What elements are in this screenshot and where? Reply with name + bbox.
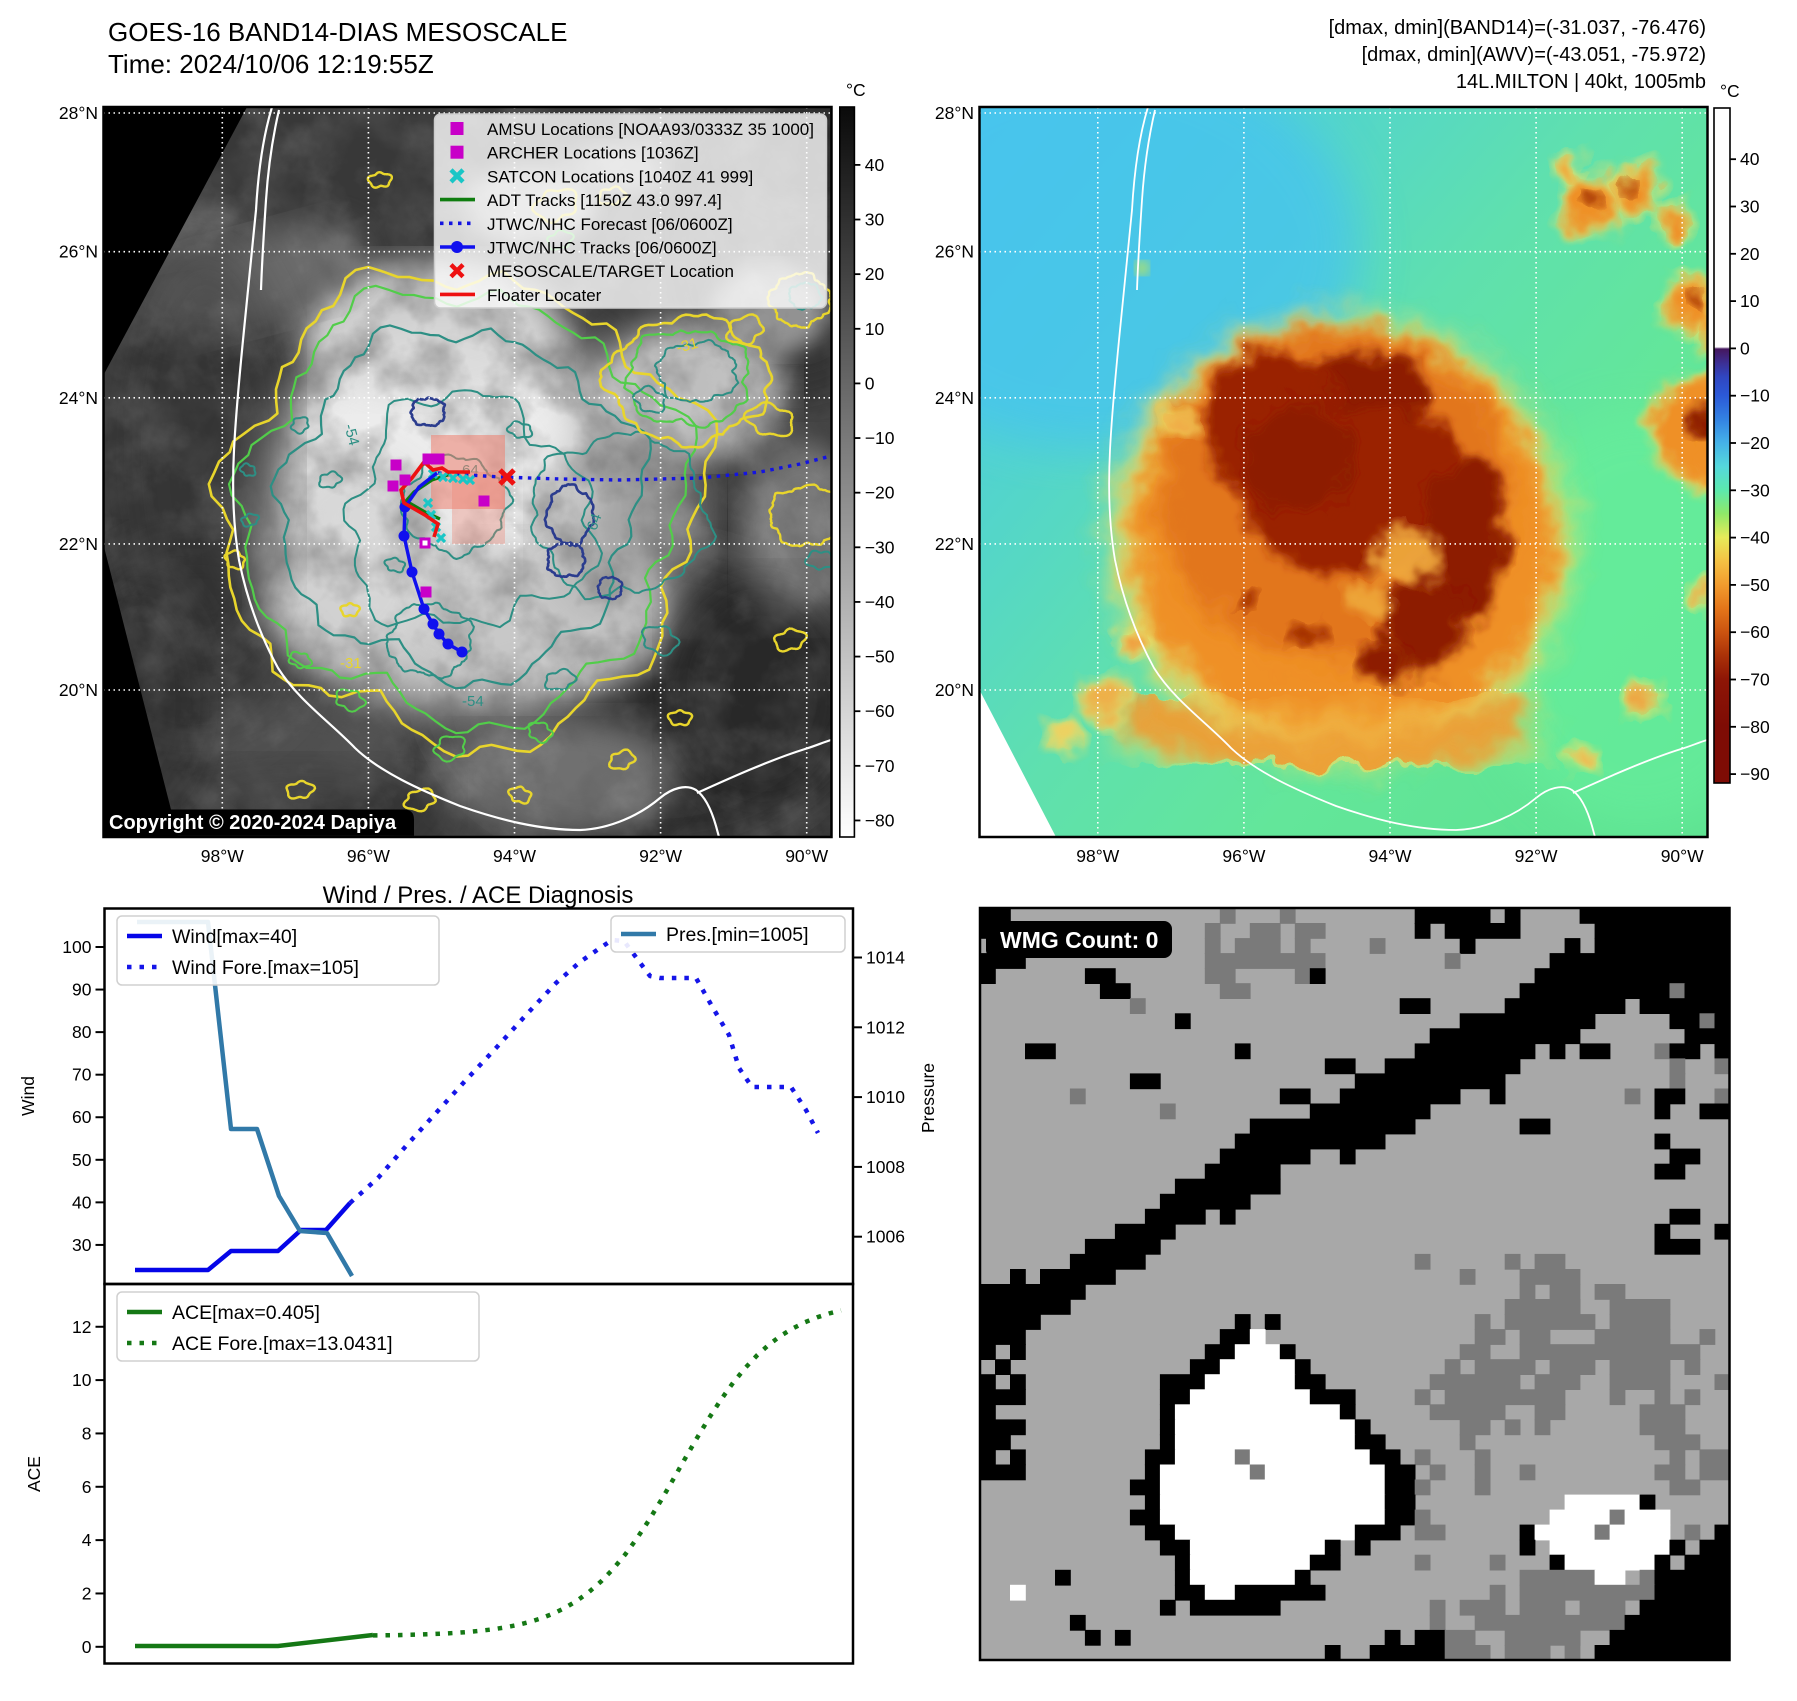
svg-text:Wind Fore.[max=105]: Wind Fore.[max=105] <box>172 957 359 979</box>
svg-text:92°W: 92°W <box>639 846 682 866</box>
svg-text:0: 0 <box>1740 338 1750 358</box>
svg-text:40: 40 <box>1740 149 1760 169</box>
svg-text:AMSU Locations [NOAA93/0333Z 3: AMSU Locations [NOAA93/0333Z 35 1000] <box>487 120 814 139</box>
svg-text:1010: 1010 <box>866 1087 905 1107</box>
svg-text:96°W: 96°W <box>1222 846 1265 866</box>
svg-text:26°N: 26°N <box>935 242 974 262</box>
svg-text:90°W: 90°W <box>785 846 828 866</box>
svg-text:°C: °C <box>846 80 866 100</box>
svg-text:Copyright © 2020-2024 Dapiya: Copyright © 2020-2024 Dapiya <box>109 812 397 834</box>
svg-text:24°N: 24°N <box>59 388 98 408</box>
svg-text:40: 40 <box>865 155 885 175</box>
svg-text:2: 2 <box>82 1583 92 1603</box>
svg-text:ACE[max=0.405]: ACE[max=0.405] <box>172 1302 320 1324</box>
svg-text:−50: −50 <box>1740 575 1770 595</box>
svg-text:°C: °C <box>1720 81 1740 101</box>
svg-text:Floater Locater: Floater Locater <box>487 286 602 305</box>
svg-text:4: 4 <box>82 1530 92 1550</box>
svg-text:Wind / Pres. / ACE Diagnosis: Wind / Pres. / ACE Diagnosis <box>323 882 634 909</box>
svg-text:80: 80 <box>72 1022 92 1042</box>
svg-text:−30: −30 <box>865 537 895 557</box>
svg-text:64: 64 <box>584 511 606 532</box>
svg-text:−90: −90 <box>1740 764 1770 784</box>
svg-text:Time: 2024/10/06 12:19:55Z: Time: 2024/10/06 12:19:55Z <box>108 49 434 79</box>
svg-text:10: 10 <box>72 1370 92 1390</box>
svg-text:−30: −30 <box>1740 480 1770 500</box>
svg-text:0: 0 <box>865 373 875 393</box>
svg-text:WMG Count: 0: WMG Count: 0 <box>1000 927 1158 953</box>
svg-text:−80: −80 <box>1740 717 1770 737</box>
svg-text:30: 30 <box>1740 197 1760 217</box>
svg-text:92°W: 92°W <box>1515 846 1558 866</box>
svg-text:60: 60 <box>72 1107 92 1127</box>
svg-text:−70: −70 <box>1740 670 1770 690</box>
svg-text:40: 40 <box>72 1192 92 1212</box>
svg-text:0: 0 <box>82 1637 92 1657</box>
svg-text:−60: −60 <box>1740 622 1770 642</box>
svg-text:90°W: 90°W <box>1661 846 1704 866</box>
svg-text:6: 6 <box>82 1477 92 1497</box>
svg-text:1006: 1006 <box>866 1227 905 1247</box>
svg-text:70: 70 <box>72 1065 92 1085</box>
svg-text:98°W: 98°W <box>201 846 244 866</box>
svg-text:ACE: ACE <box>24 1456 44 1492</box>
svg-text:Wind: Wind <box>18 1076 38 1116</box>
svg-text:90: 90 <box>72 980 92 1000</box>
svg-text:−50: −50 <box>865 647 895 667</box>
svg-text:GOES-16 BAND14-DIAS MESOSCALE: GOES-16 BAND14-DIAS MESOSCALE <box>108 17 567 47</box>
svg-text:SATCON Locations [1040Z 41 999: SATCON Locations [1040Z 41 999] <box>487 167 753 186</box>
svg-text:28°N: 28°N <box>59 103 98 123</box>
svg-text:Pressure: Pressure <box>918 1063 938 1133</box>
svg-text:[dmax, dmin](AWV)=(-43.051, -7: [dmax, dmin](AWV)=(-43.051, -75.972) <box>1362 44 1706 66</box>
svg-text:22°N: 22°N <box>935 534 974 554</box>
svg-text:22°N: 22°N <box>59 534 98 554</box>
svg-text:10: 10 <box>865 319 885 339</box>
svg-text:−10: −10 <box>865 428 895 448</box>
svg-text:Wind[max=40]: Wind[max=40] <box>172 926 297 948</box>
svg-text:94°W: 94°W <box>493 846 536 866</box>
svg-text:14L.MILTON | 40kt, 1005mb: 14L.MILTON | 40kt, 1005mb <box>1456 71 1706 93</box>
svg-text:1012: 1012 <box>866 1017 905 1037</box>
svg-text:1008: 1008 <box>866 1157 905 1177</box>
svg-text:30: 30 <box>72 1235 92 1255</box>
svg-text:98°W: 98°W <box>1076 846 1119 866</box>
svg-text:20°N: 20°N <box>59 680 98 700</box>
svg-text:12: 12 <box>72 1317 91 1337</box>
svg-text:−80: −80 <box>865 810 895 830</box>
svg-text:-31: -31 <box>675 335 700 357</box>
svg-text:-54: -54 <box>462 693 484 710</box>
svg-text:−20: −20 <box>865 483 895 503</box>
svg-text:−20: −20 <box>1740 433 1770 453</box>
svg-text:MESOSCALE/TARGET Location: MESOSCALE/TARGET Location <box>487 262 734 281</box>
svg-text:1014: 1014 <box>866 948 905 968</box>
svg-text:[dmax, dmin](BAND14)=(-31.037,: [dmax, dmin](BAND14)=(-31.037, -76.476) <box>1329 17 1706 39</box>
svg-text:−70: −70 <box>865 756 895 776</box>
svg-text:−40: −40 <box>1740 528 1770 548</box>
svg-text:ACE Fore.[max=13.0431]: ACE Fore.[max=13.0431] <box>172 1333 393 1355</box>
svg-text:94°W: 94°W <box>1369 846 1412 866</box>
svg-text:Pres.[min=1005]: Pres.[min=1005] <box>666 924 809 946</box>
svg-text:24°N: 24°N <box>935 388 974 408</box>
svg-text:28°N: 28°N <box>935 103 974 123</box>
svg-text:8: 8 <box>82 1423 92 1443</box>
svg-text:JTWC/NHC Tracks [06/0600Z]: JTWC/NHC Tracks [06/0600Z] <box>487 239 717 258</box>
svg-text:30: 30 <box>865 210 885 230</box>
svg-text:−40: −40 <box>865 592 895 612</box>
svg-text:20: 20 <box>865 264 885 284</box>
svg-text:−60: −60 <box>865 701 895 721</box>
svg-text:10: 10 <box>1740 291 1760 311</box>
svg-text:−10: −10 <box>1740 386 1770 406</box>
svg-text:JTWC/NHC Forecast [06/0600Z]: JTWC/NHC Forecast [06/0600Z] <box>487 215 733 234</box>
svg-text:20: 20 <box>1740 244 1760 264</box>
svg-text:-54: -54 <box>340 422 362 447</box>
svg-text:50: 50 <box>72 1150 92 1170</box>
svg-text:96°W: 96°W <box>347 846 390 866</box>
svg-text:20°N: 20°N <box>935 680 974 700</box>
svg-text:100: 100 <box>62 937 91 957</box>
svg-text:-31: -31 <box>340 655 362 672</box>
svg-text:ADT Tracks [1150Z 43.0 997.4]: ADT Tracks [1150Z 43.0 997.4] <box>487 191 722 210</box>
svg-text:26°N: 26°N <box>59 242 98 262</box>
svg-text:ARCHER Locations [1036Z]: ARCHER Locations [1036Z] <box>487 144 699 163</box>
